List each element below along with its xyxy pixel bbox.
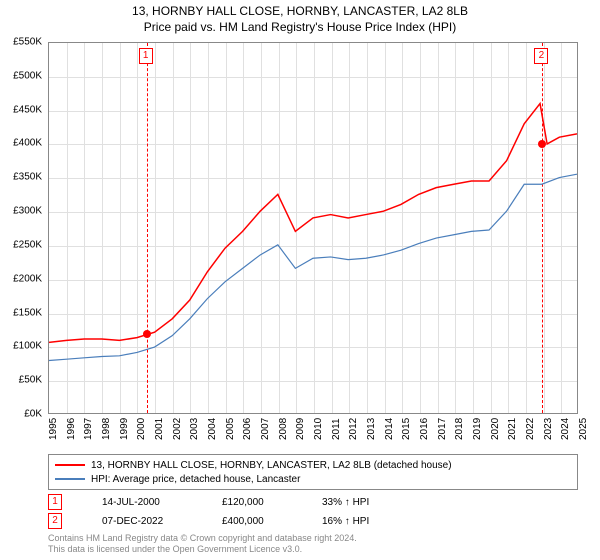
x-axis-label: 2010: [313, 418, 324, 440]
series-hpi: [49, 174, 577, 360]
legend-swatch: [55, 464, 85, 466]
x-axis-label: 2000: [136, 418, 147, 440]
event-table: 1 14-JUL-2000 £120,000 33% ↑ HPI 2 07-DE…: [48, 494, 578, 532]
y-axis-label: £550K: [13, 37, 42, 48]
event-date: 07-DEC-2022: [102, 516, 192, 527]
x-axis-label: 2024: [560, 418, 571, 440]
x-axis-label: 2001: [154, 418, 165, 440]
x-axis-label: 2012: [348, 418, 359, 440]
x-axis-label: 2007: [260, 418, 271, 440]
event-row: 2 07-DEC-2022 £400,000 16% ↑ HPI: [48, 513, 578, 529]
event-date: 14-JUL-2000: [102, 497, 192, 508]
legend-row-price-paid: 13, HORNBY HALL CLOSE, HORNBY, LANCASTER…: [55, 458, 571, 472]
x-axis-label: 2019: [472, 418, 483, 440]
event-price: £400,000: [222, 516, 292, 527]
y-axis-label: £500K: [13, 70, 42, 81]
footnote-line: This data is licensed under the Open Gov…: [48, 544, 357, 555]
x-axis-label: 1998: [101, 418, 112, 440]
series-price_paid: [49, 104, 577, 343]
chart-area: £0K£50K£100K£150K£200K£250K£300K£350K£40…: [48, 42, 578, 414]
x-axis-label: 2013: [366, 418, 377, 440]
footnote-line: Contains HM Land Registry data © Crown c…: [48, 533, 357, 544]
event-marker-icon: 2: [48, 513, 62, 529]
x-axis-label: 2008: [278, 418, 289, 440]
y-axis-label: £350K: [13, 172, 42, 183]
y-axis-label: £50K: [19, 375, 42, 386]
x-axis-label: 2002: [172, 418, 183, 440]
x-axis-label: 1999: [119, 418, 130, 440]
legend-label: HPI: Average price, detached house, Lanc…: [91, 474, 300, 485]
event-pct: 33% ↑ HPI: [322, 497, 402, 508]
event-marker-icon: 1: [48, 494, 62, 510]
chart-title: 13, HORNBY HALL CLOSE, HORNBY, LANCASTER…: [0, 0, 600, 34]
x-axis-label: 2016: [419, 418, 430, 440]
y-axis-label: £450K: [13, 104, 42, 115]
event-pct: 16% ↑ HPI: [322, 516, 402, 527]
y-axis-label: £100K: [13, 341, 42, 352]
marker-dot: [538, 140, 546, 148]
event-row: 1 14-JUL-2000 £120,000 33% ↑ HPI: [48, 494, 578, 510]
marker-label: 1: [139, 48, 153, 64]
title-address: 13, HORNBY HALL CLOSE, HORNBY, LANCASTER…: [0, 4, 600, 18]
x-axis-label: 2004: [207, 418, 218, 440]
x-axis-label: 2020: [490, 418, 501, 440]
plot-region: [48, 42, 578, 414]
marker-label: 2: [534, 48, 548, 64]
legend-label: 13, HORNBY HALL CLOSE, HORNBY, LANCASTER…: [91, 460, 452, 471]
legend-swatch: [55, 478, 85, 480]
x-axis-label: 2006: [242, 418, 253, 440]
x-axis-label: 1996: [66, 418, 77, 440]
x-axis-label: 2022: [525, 418, 536, 440]
x-axis-label: 2017: [437, 418, 448, 440]
legend: 13, HORNBY HALL CLOSE, HORNBY, LANCASTER…: [48, 454, 578, 490]
title-subtitle: Price paid vs. HM Land Registry's House …: [0, 20, 600, 34]
x-axis-label: 2014: [384, 418, 395, 440]
x-axis-label: 2015: [401, 418, 412, 440]
legend-row-hpi: HPI: Average price, detached house, Lanc…: [55, 472, 571, 486]
marker-dot: [143, 330, 151, 338]
x-axis-label: 2005: [225, 418, 236, 440]
line-series: [49, 43, 577, 413]
y-axis-label: £200K: [13, 273, 42, 284]
event-price: £120,000: [222, 497, 292, 508]
y-axis-label: £300K: [13, 206, 42, 217]
x-axis-label: 2003: [189, 418, 200, 440]
footnote: Contains HM Land Registry data © Crown c…: [48, 533, 357, 555]
x-axis-label: 1997: [83, 418, 94, 440]
x-axis-label: 2023: [543, 418, 554, 440]
x-axis-label: 1995: [48, 418, 59, 440]
x-axis-label: 2025: [578, 418, 589, 440]
y-axis-label: £250K: [13, 239, 42, 250]
x-axis-label: 2021: [507, 418, 518, 440]
x-axis-label: 2009: [295, 418, 306, 440]
y-axis-label: £400K: [13, 138, 42, 149]
y-axis-label: £150K: [13, 307, 42, 318]
y-axis-label: £0K: [24, 409, 42, 420]
x-axis-label: 2011: [331, 418, 342, 440]
x-axis-label: 2018: [454, 418, 465, 440]
